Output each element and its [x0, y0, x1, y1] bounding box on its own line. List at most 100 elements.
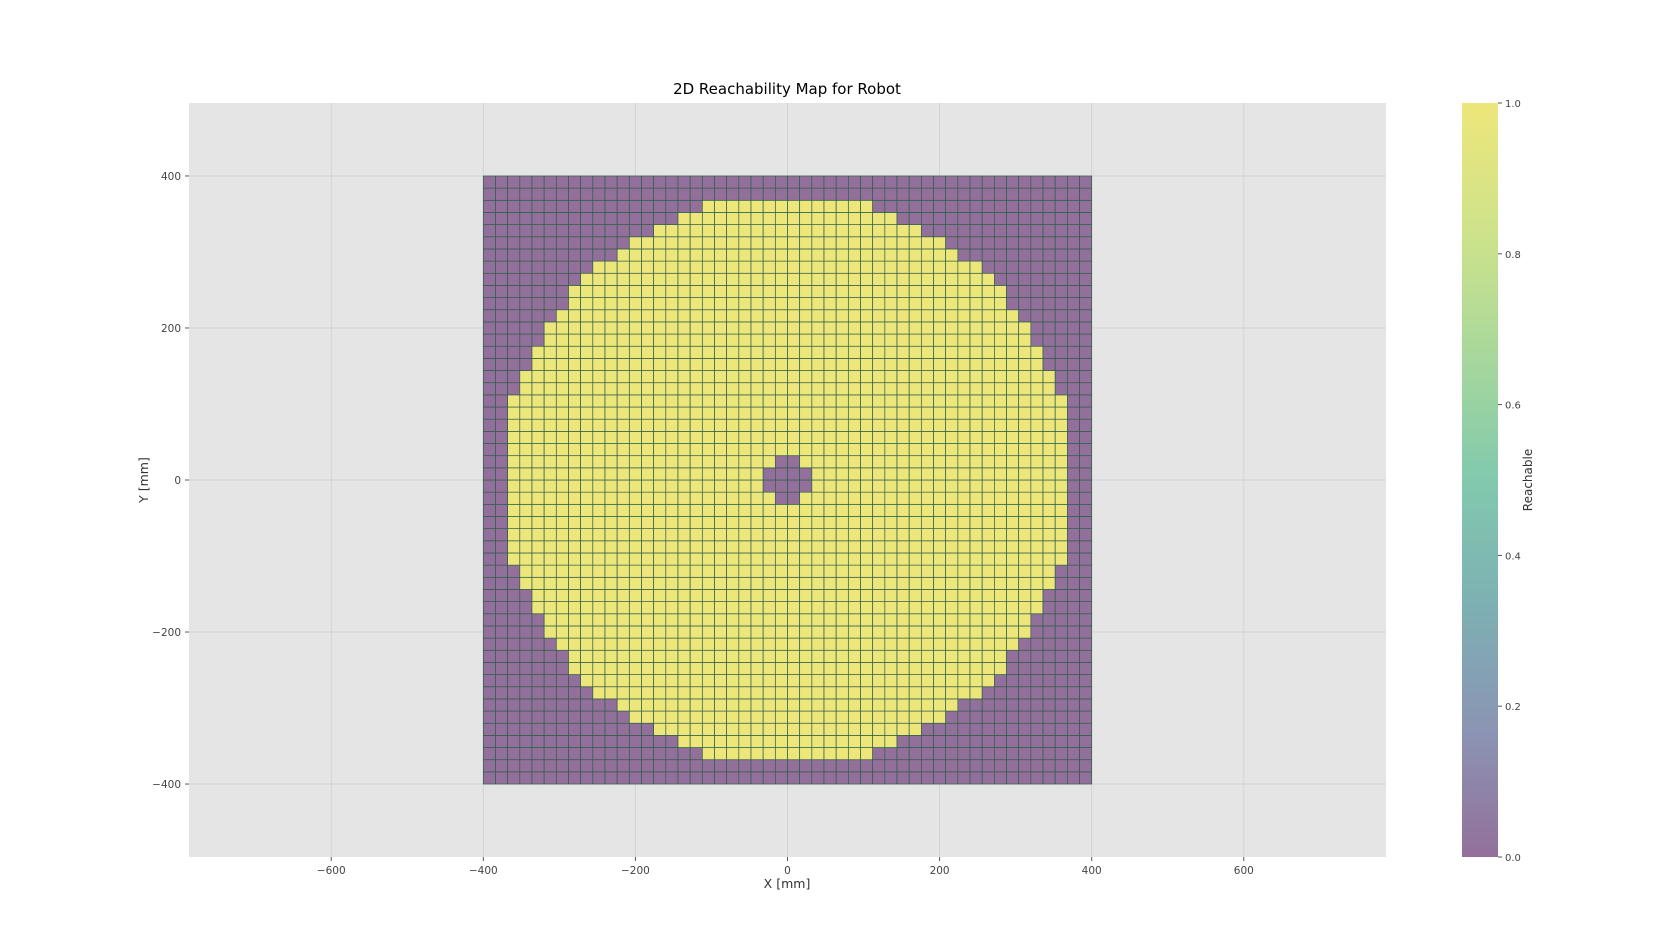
reachable-cell — [908, 662, 922, 675]
reachable-cell — [896, 248, 910, 262]
reachable-cell — [1018, 418, 1032, 432]
reachable-cell — [628, 698, 642, 712]
reachable-cell — [957, 443, 971, 457]
reachable-cell — [957, 309, 971, 323]
reachable-cell — [872, 649, 886, 663]
reachable-cell — [994, 479, 1007, 493]
reachable-cell — [1006, 637, 1020, 651]
reachable-cell — [738, 285, 752, 298]
unreachable-cell — [519, 710, 533, 724]
reachable-cell — [653, 613, 667, 627]
unreachable-cell — [482, 455, 496, 469]
reachable-cell — [604, 382, 618, 396]
reachable-cell — [750, 212, 764, 225]
unreachable-cell — [495, 175, 508, 189]
reachable-cell — [701, 370, 715, 384]
reachable-cell — [847, 236, 861, 250]
reachable-cell — [750, 321, 764, 335]
reachable-cell — [969, 564, 983, 578]
reachable-cell — [860, 382, 874, 396]
reachable-cell — [750, 479, 764, 493]
reachable-cell — [531, 576, 545, 590]
reachable-cell — [884, 394, 898, 408]
reachable-cell — [1054, 479, 1068, 493]
unreachable-cell — [568, 212, 581, 225]
reachable-cell — [908, 613, 922, 627]
unreachable-cell — [1067, 528, 1080, 542]
unreachable-cell — [1067, 625, 1080, 639]
reachable-cell — [628, 552, 642, 566]
unreachable-cell — [1054, 236, 1068, 250]
reachable-cell — [762, 516, 776, 529]
reachable-cell — [568, 443, 581, 457]
reachable-cell — [981, 418, 995, 432]
reachable-cell — [714, 747, 728, 761]
reachable-cell — [969, 394, 983, 408]
unreachable-cell — [653, 187, 667, 201]
reachable-cell — [835, 321, 849, 335]
reachable-cell — [1042, 406, 1056, 420]
reachable-cell — [774, 735, 788, 748]
reachable-cell — [714, 503, 728, 517]
reachable-cell — [920, 528, 934, 542]
reachable-cell — [860, 272, 874, 286]
unreachable-cell — [860, 759, 874, 773]
reachable-cell — [1030, 431, 1044, 444]
unreachable-cell — [1042, 710, 1056, 724]
unreachable-cell — [482, 649, 496, 663]
reachable-cell — [580, 662, 594, 675]
reachable-cell — [908, 370, 922, 384]
reachable-cell — [957, 479, 971, 493]
unreachable-cell — [519, 649, 533, 663]
reachable-cell — [981, 394, 995, 408]
reachable-cell — [933, 491, 947, 505]
unreachable-cell — [701, 759, 715, 773]
unreachable-cell — [994, 735, 1007, 748]
reachable-cell — [835, 443, 849, 457]
reachable-cell — [908, 698, 922, 712]
reachable-cell — [1006, 528, 1020, 542]
reachable-cell — [1030, 455, 1044, 469]
reachable-cell — [665, 601, 679, 615]
reachable-cell — [884, 710, 898, 724]
unreachable-cell — [1042, 613, 1056, 627]
reachable-cell — [945, 467, 959, 481]
reachable-cell — [689, 309, 703, 323]
reachable-cell — [860, 528, 874, 542]
unreachable-cell — [531, 674, 545, 688]
reachable-cell — [787, 735, 801, 748]
reachable-cell — [641, 443, 655, 457]
reachable-cell — [519, 406, 533, 420]
reachable-cell — [908, 455, 922, 469]
unreachable-cell — [604, 710, 618, 724]
reachable-cell — [701, 674, 715, 688]
reachable-cell — [945, 503, 959, 517]
reachable-cell — [811, 528, 825, 542]
unreachable-cell — [981, 722, 995, 736]
reachable-cell — [981, 552, 995, 566]
reachable-cell — [823, 199, 837, 213]
unreachable-cell — [945, 175, 959, 189]
reachable-cell — [543, 540, 557, 554]
reachable-cell — [908, 710, 922, 724]
reachable-cell — [665, 370, 679, 384]
reachable-cell — [860, 552, 874, 566]
reachable-cell — [689, 455, 703, 469]
reachable-cell — [604, 370, 618, 384]
reachable-cell — [701, 613, 715, 627]
reachable-cell — [799, 552, 813, 566]
reachable-cell — [774, 321, 788, 335]
unreachable-cell — [604, 759, 618, 773]
reachable-cell — [714, 212, 728, 225]
reachable-cell — [933, 309, 947, 323]
unreachable-cell — [482, 199, 496, 213]
unreachable-cell — [543, 272, 557, 286]
unreachable-cell — [920, 187, 934, 201]
reachable-cell — [677, 272, 691, 286]
reachable-cell — [969, 686, 983, 700]
unreachable-cell — [555, 710, 569, 724]
reachable-cell — [628, 285, 642, 298]
reachable-cell — [738, 321, 752, 335]
reachable-cell — [604, 272, 618, 286]
reachable-cell — [994, 491, 1007, 505]
